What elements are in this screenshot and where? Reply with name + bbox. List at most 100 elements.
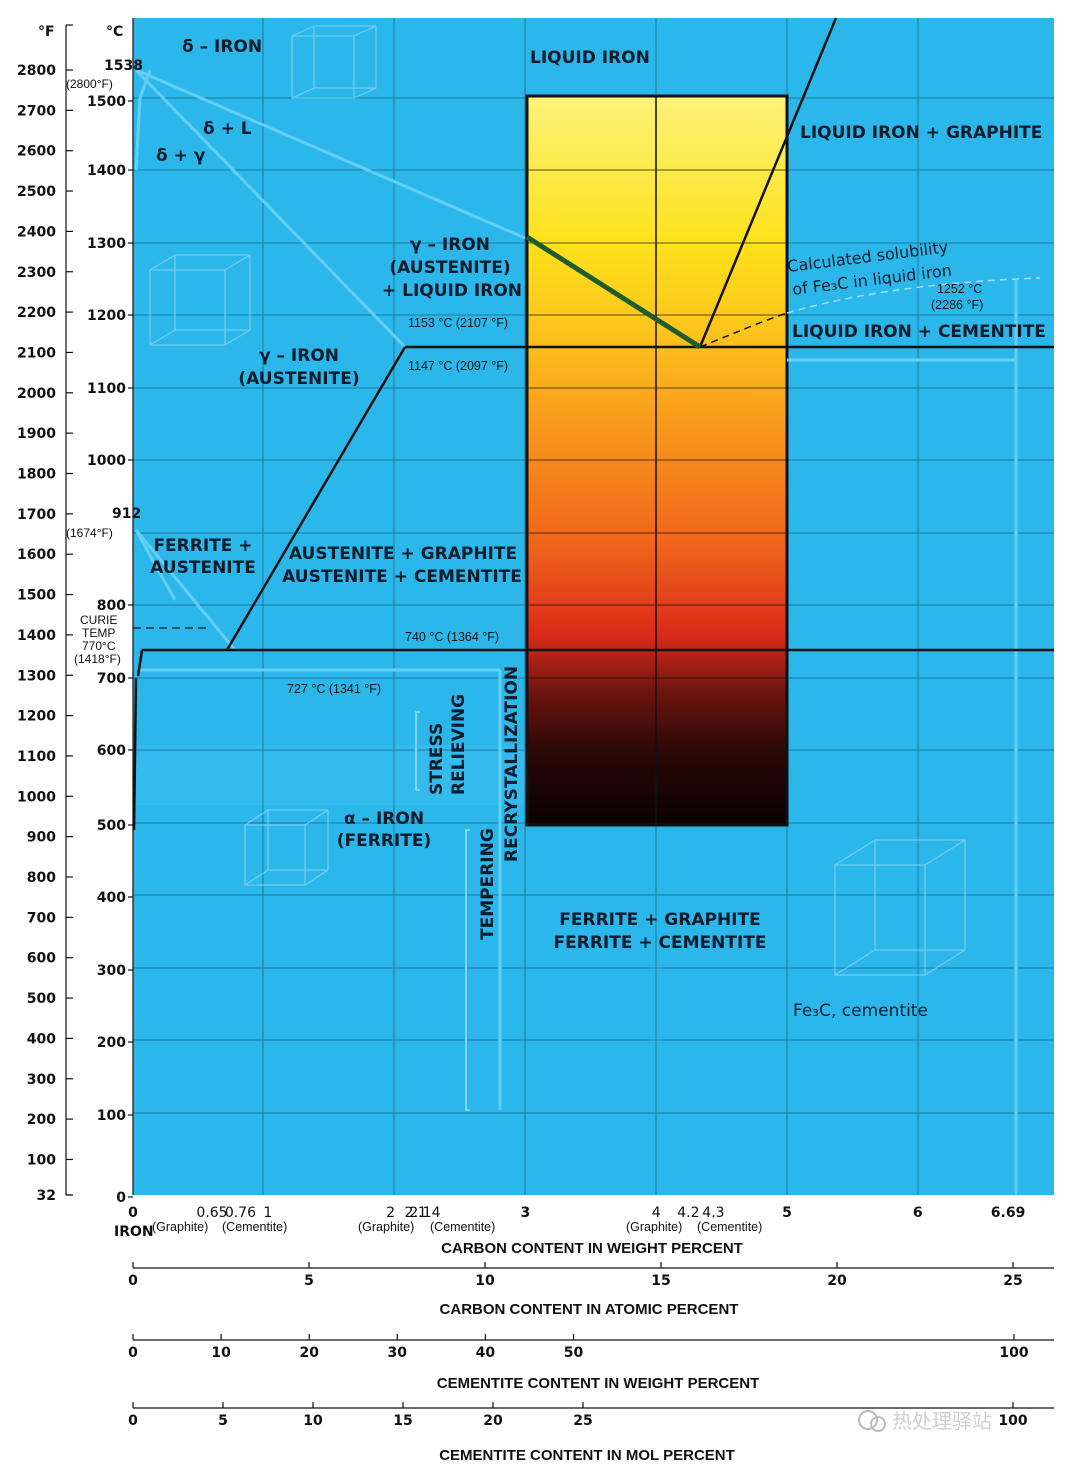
region-delta-gamma: δ + γ [156,146,206,166]
weight-tick-label: 5 [782,1205,792,1221]
solubility-curve [699,312,788,348]
axis-tick-label: 100 [999,1345,1028,1361]
cem-weight-ticks: 0 10 20 30 40 50 100 [128,1334,1029,1361]
sub-graphite-2: (Graphite) [358,1220,414,1234]
f-tick-label: 1600 [17,547,56,563]
tempering-label: TEMPERING [478,828,498,940]
region-gamma-iron-1: γ – IRON [259,346,339,366]
c-unit-label: °C [106,24,123,40]
annot-1153: 1153 °C (2107 °F) [408,316,508,330]
axis-tick-label: 5 [304,1273,314,1289]
weight-axis-title: CARBON CONTENT IN WEIGHT PERCENT [441,1240,743,1257]
weight-tick-label: 0.65 [196,1205,227,1221]
heat-box-grid [527,169,787,751]
f-tick-label: 2600 [17,144,56,160]
axis-tick-label: 15 [651,1273,670,1289]
watermark-text: 热处理驿站 [892,1409,992,1433]
axis-tick-label: 0 [128,1345,138,1361]
cementite-label: Fe₃C, cementite [793,1001,928,1021]
weight-tick-label: 4 [652,1205,661,1221]
f-tick-label: 1200 [17,709,56,725]
f-tick-label: 900 [27,830,56,846]
region-delta-iron: δ – IRON [182,37,262,57]
c-tick-label: 700 [97,671,126,687]
f-tick-label: 200 [27,1112,56,1128]
region-gamma-liquid-3: + LIQUID IRON [382,281,522,301]
region-delta-l: δ + L [203,119,252,139]
axis-tick-label: 20 [827,1273,847,1289]
f-tick-label: 1700 [17,507,56,523]
weight-tick-label: 3 [521,1205,531,1221]
stress-relieving-1: STRESS [427,723,447,795]
wechat-icon [858,1410,878,1430]
cem-mol-axis-title: CEMENTITE CONTENT IN MOL PERCENT [439,1447,735,1464]
region-gamma-iron-2: (AUSTENITE) [238,369,359,389]
axis-tick-label: 10 [475,1273,495,1289]
region-ferrite-graphite-2: FERRITE + CEMENTITE [554,933,767,953]
f-tick-label: 2700 [17,103,56,119]
c-tick-label: 300 [97,963,126,979]
cem-mol-ticks: 0 5 10 15 20 25 100 [128,1402,1028,1429]
c-912-label: 912 [112,506,141,522]
axis-tick-label: 20 [483,1413,503,1429]
annot-740: 740 °C (1364 °F) [405,630,499,644]
sub-cementite-1: (Cementite) [222,1220,287,1234]
axis-tick-label: 10 [303,1413,323,1429]
annot-727: 727 °C (1341 °F) [287,682,381,696]
f-tick-label: 32 [37,1188,56,1204]
f-tick-label: 2100 [17,345,56,361]
axis-tick-label: 15 [393,1413,412,1429]
region-gamma-liquid-1: γ – IRON [410,235,490,255]
weight-percent-ticks: 0 0.650.76 1 2 2.12.14 3 4 4.2 4.3 5 6 6.69 [128,1205,1025,1221]
f-tick-label: 400 [27,1031,56,1047]
weight-tick-label: 6 [913,1205,923,1221]
curie-label-1: CURIE [80,613,117,627]
c-tick-label: 0 [116,1190,126,1206]
region-liquid-cementite: LIQUID IRON + CEMENTITE [792,322,1046,342]
curie-label-2: TEMP [82,626,115,640]
f-tick-label: 500 [27,991,56,1007]
lattice-sketches [149,25,966,976]
liquidus-green [525,234,702,350]
f-tick-label: 700 [27,910,56,926]
f-tick-label: 600 [27,951,56,967]
annot-1252-f: (2286 °F) [931,298,983,312]
annot-1147: 1147 °C (2097 °F) [408,359,508,373]
region-ferrite-graphite-1: FERRITE + GRAPHITE [559,910,760,930]
f-tick-label: 2300 [17,265,56,281]
sub-graphite-1: (Graphite) [152,1220,208,1234]
axis-tick-label: 20 [299,1345,319,1361]
c-tick-label: 1500 [87,94,126,110]
f-tick-label: 300 [27,1072,56,1088]
watermark: 热处理驿站 [858,1409,992,1433]
region-ferrite-austenite-2: AUSTENITE [150,558,256,578]
weight-tick-label: 4.3 [702,1205,724,1221]
sub-graphite-3: (Graphite) [626,1220,682,1234]
phase-lines [132,17,1054,831]
c-tick-label: 600 [97,743,126,759]
weight-tick-label: 2 [386,1205,395,1221]
curie-label-3: 770°C [82,639,116,653]
atomic-axis-title: CARBON CONTENT IN ATOMIC PERCENT [440,1301,739,1318]
f-melting-label: (2800°F) [66,77,113,91]
axis-tick-label: 10 [211,1345,231,1361]
region-gamma-liquid-2: (AUSTENITE) [389,258,510,278]
weight-tick-label: 4.2 [677,1205,699,1221]
weight-tick-label: 6.69 [991,1205,1026,1221]
c-tick-label: 100 [97,1108,126,1124]
weight-tick-label: 2.1 [405,1205,427,1221]
light-boundaries [134,68,1018,1195]
sub-cementite-2: (Cementite) [430,1220,495,1234]
f-tick-label: 2200 [17,305,56,321]
f-912-label: (1674°F) [66,526,113,540]
axis-tick-label: 0 [128,1413,138,1429]
axis-tick-label: 0 [128,1273,138,1289]
sub-cementite-3: (Cementite) [697,1220,762,1234]
f-tick-label: 1400 [17,628,56,644]
curie-label-4: (1418°F) [74,652,121,666]
f-tick-label: 1800 [17,467,56,483]
f-tick-label: 2800 [17,63,56,79]
axis-tick-label: 5 [218,1413,228,1429]
axis-tick-label: 25 [573,1413,592,1429]
